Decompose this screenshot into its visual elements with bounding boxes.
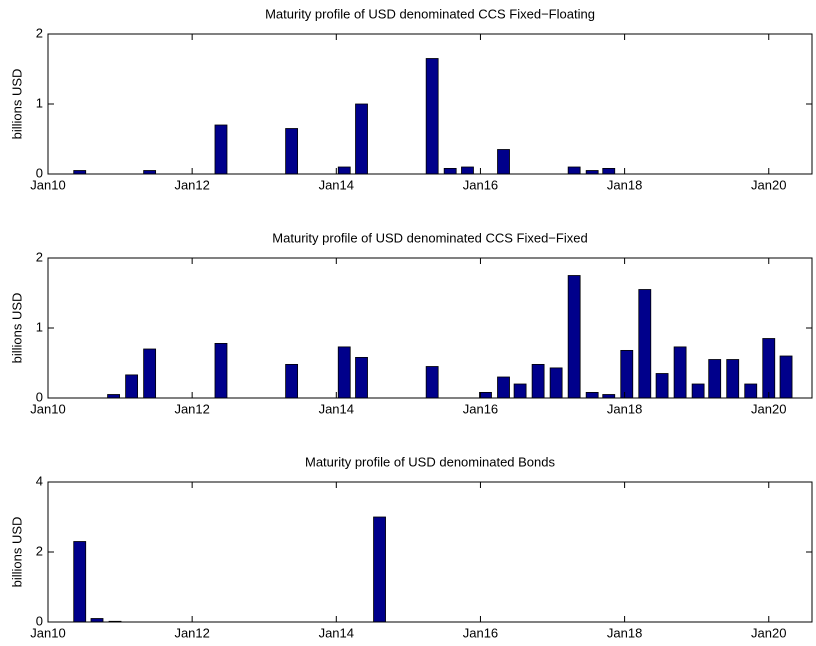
bar xyxy=(762,338,776,399)
bar xyxy=(73,170,87,175)
bar xyxy=(779,355,793,399)
bar xyxy=(638,289,652,399)
y-tick-label: 0 xyxy=(36,613,43,628)
bar xyxy=(90,618,104,623)
bar xyxy=(461,166,474,175)
bar xyxy=(214,124,228,175)
bar xyxy=(214,342,228,399)
bar xyxy=(549,367,563,399)
bar xyxy=(497,376,510,399)
chart-title: Maturity profile of USD denominated CCS … xyxy=(272,230,587,245)
bar xyxy=(355,103,368,175)
bar xyxy=(125,374,139,399)
bar xyxy=(602,167,616,175)
bar xyxy=(567,275,581,399)
chart-title: Maturity profile of USD denominated CCS … xyxy=(265,6,595,21)
bar xyxy=(337,346,351,399)
bar xyxy=(708,359,722,399)
x-tick-label: Jan16 xyxy=(463,177,498,192)
x-tick-label: Jan12 xyxy=(174,625,209,640)
bar xyxy=(337,166,351,175)
x-tick-label: Jan18 xyxy=(607,625,642,640)
x-tick-label: Jan12 xyxy=(174,401,209,416)
bar xyxy=(567,166,581,175)
x-tick-label: Jan20 xyxy=(751,177,786,192)
x-tick-label: Jan18 xyxy=(607,177,642,192)
chart-title: Maturity profile of USD denominated Bond… xyxy=(305,454,556,469)
bar xyxy=(513,383,527,399)
y-tick-label: 2 xyxy=(36,25,43,40)
y-tick-label: 2 xyxy=(36,543,43,558)
bar xyxy=(585,170,599,175)
x-tick-label: Jan14 xyxy=(319,401,354,416)
bar xyxy=(73,541,87,623)
y-tick-label: 2 xyxy=(36,249,43,264)
bar xyxy=(655,373,669,399)
bar xyxy=(143,170,157,175)
bar xyxy=(425,58,439,175)
x-tick-label: Jan20 xyxy=(751,401,786,416)
bar xyxy=(673,346,687,399)
y-tick-label: 4 xyxy=(36,473,43,488)
bar xyxy=(726,359,740,399)
x-tick-label: Jan14 xyxy=(319,177,354,192)
bar xyxy=(143,348,157,399)
x-tick-label: Jan12 xyxy=(174,177,209,192)
y-tick-label: 1 xyxy=(36,319,43,334)
bar xyxy=(107,394,120,399)
bar xyxy=(620,349,634,399)
bar xyxy=(285,128,299,175)
bar xyxy=(285,363,299,399)
y-axis-label: billions USD xyxy=(9,293,24,364)
x-tick-label: Jan20 xyxy=(751,625,786,640)
bar xyxy=(443,167,457,175)
y-tick-label: 0 xyxy=(36,389,43,404)
y-axis-label: billions USD xyxy=(9,69,24,140)
bar xyxy=(355,356,368,399)
plot-frame xyxy=(47,481,813,623)
bar xyxy=(373,516,386,623)
y-tick-label: 0 xyxy=(36,165,43,180)
x-tick-label: Jan18 xyxy=(607,401,642,416)
bar xyxy=(744,383,758,399)
x-tick-label: Jan10 xyxy=(30,177,65,192)
x-tick-label: Jan16 xyxy=(463,401,498,416)
bar xyxy=(497,149,510,175)
bar xyxy=(602,394,616,399)
x-tick-label: Jan16 xyxy=(463,625,498,640)
bar xyxy=(479,391,492,399)
y-axis-label: billions USD xyxy=(9,517,24,588)
x-tick-label: Jan10 xyxy=(30,401,65,416)
bar xyxy=(531,363,545,399)
x-tick-label: Jan10 xyxy=(30,625,65,640)
x-tick-label: Jan14 xyxy=(319,625,354,640)
bar xyxy=(585,391,599,399)
y-tick-label: 1 xyxy=(36,95,43,110)
bar xyxy=(691,383,705,399)
bar xyxy=(425,366,439,399)
